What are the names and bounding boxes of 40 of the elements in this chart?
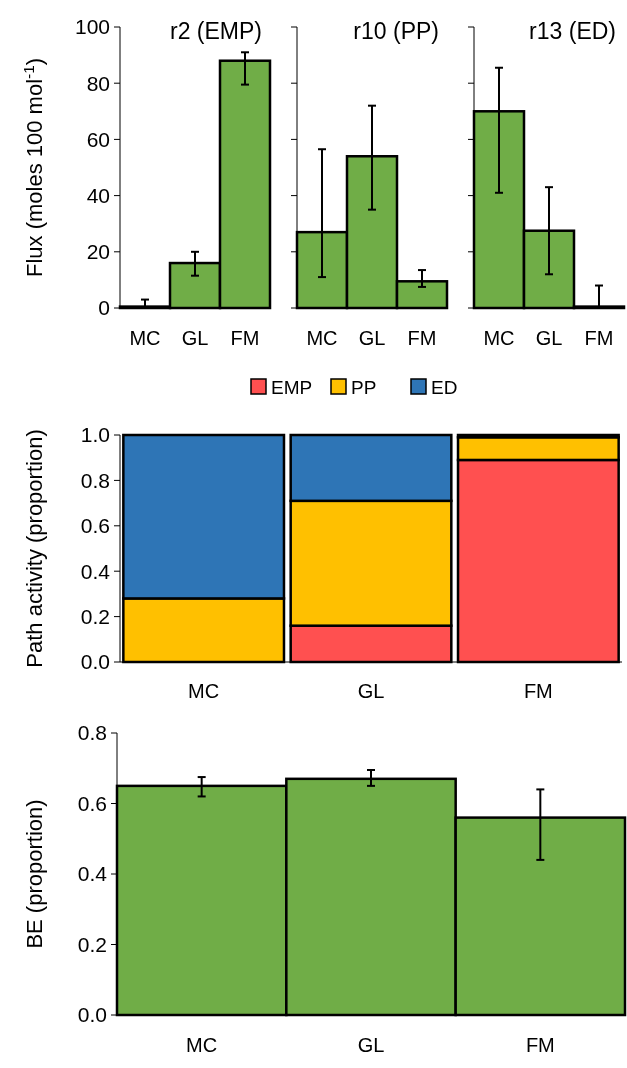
y-tick-label: 20 bbox=[86, 240, 110, 264]
x-tick-label: MC bbox=[188, 680, 220, 702]
x-tick-label: GL bbox=[357, 680, 385, 702]
y-tick-label: 0.6 bbox=[77, 791, 107, 815]
chart-title: r2 (EMP) bbox=[170, 18, 262, 44]
y-tick-label: 0.2 bbox=[80, 604, 110, 628]
y-tick-label: 60 bbox=[86, 127, 110, 151]
x-tick-label: MC bbox=[129, 327, 161, 349]
chart-title: r10 (PP) bbox=[353, 18, 439, 44]
x-tick-label: FM bbox=[584, 327, 614, 349]
y-tick-label: 0.8 bbox=[80, 468, 110, 492]
y-tick-label: 0.6 bbox=[80, 514, 110, 538]
y-tick-label: 40 bbox=[86, 183, 110, 207]
chart-title: r13 (ED) bbox=[529, 18, 616, 44]
y-tick-label: 0.4 bbox=[80, 559, 111, 583]
x-tick-label: FM bbox=[230, 327, 260, 349]
y-axis-title: BE (proportion) bbox=[22, 799, 47, 949]
y-tick-label: 0.0 bbox=[77, 1003, 107, 1027]
x-tick-label: FM bbox=[523, 680, 553, 702]
x-tick-label: FM bbox=[525, 1034, 555, 1056]
x-tick-label: MC bbox=[186, 1034, 218, 1056]
x-tick-label: MC bbox=[306, 327, 338, 349]
x-tick-label: MC bbox=[483, 327, 515, 349]
y-axis-title: Path activity (proportion) bbox=[22, 429, 47, 668]
y-tick-label: 0.2 bbox=[77, 932, 107, 956]
y-tick-label: 80 bbox=[86, 71, 110, 95]
x-tick-label: GL bbox=[535, 327, 563, 349]
y-tick-label: 0.4 bbox=[77, 862, 108, 886]
x-tick-label: GL bbox=[357, 1034, 385, 1056]
legend-label: EMP bbox=[271, 376, 313, 398]
y-tick-label: 1.0 bbox=[80, 423, 110, 447]
legend-label: ED bbox=[431, 376, 458, 398]
x-tick-label: GL bbox=[358, 327, 386, 349]
legend-label: PP bbox=[351, 376, 377, 398]
y-tick-label: 0 bbox=[98, 296, 110, 320]
y-tick-label: 100 bbox=[74, 15, 110, 39]
x-tick-label: FM bbox=[407, 327, 437, 349]
x-tick-label: GL bbox=[181, 327, 209, 349]
y-tick-label: 0.8 bbox=[77, 721, 107, 745]
y-tick-label: 0.0 bbox=[80, 650, 110, 674]
